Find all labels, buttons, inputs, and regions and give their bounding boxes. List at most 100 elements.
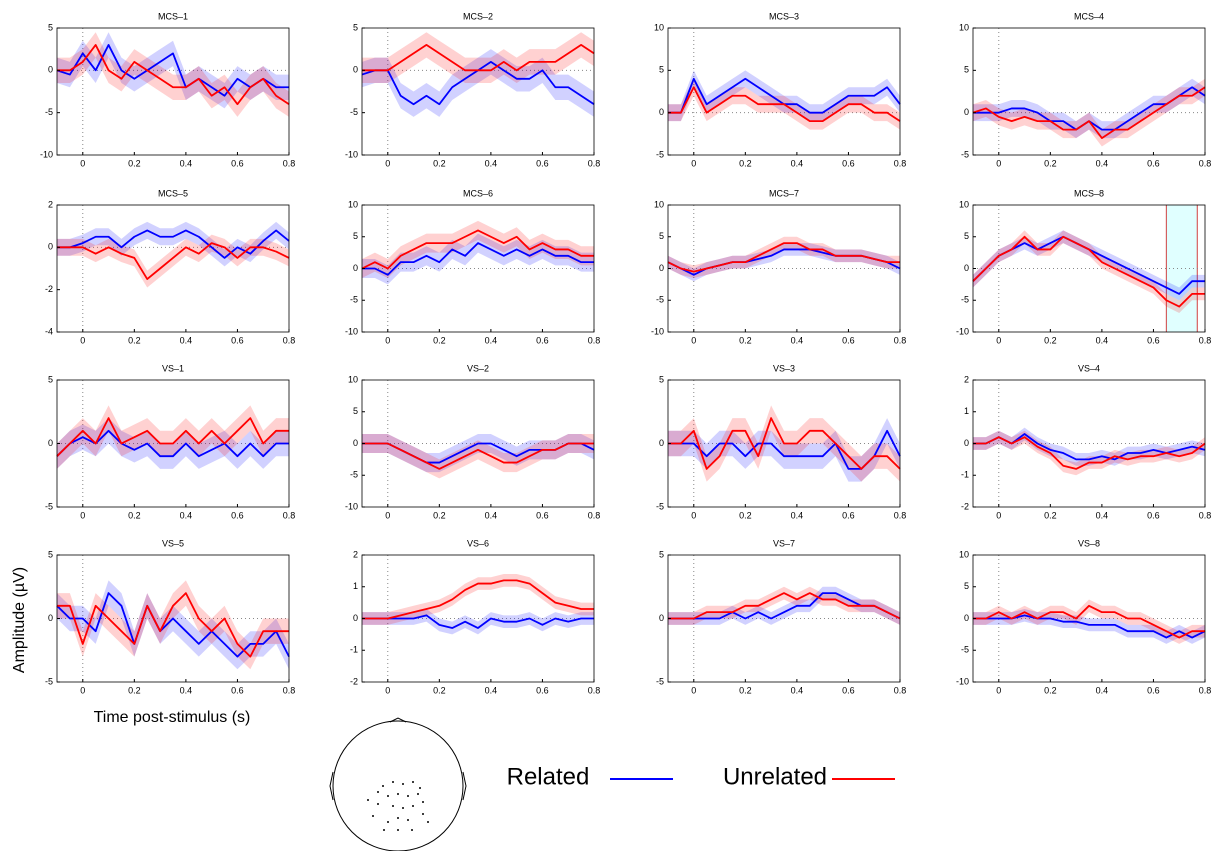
x-tick-label: 0.2: [739, 510, 752, 520]
x-tick-label: 0.2: [128, 510, 141, 520]
y-tick-label: -5: [350, 295, 358, 305]
series-line: [668, 592, 901, 620]
x-tick-label: 0: [996, 685, 1001, 695]
x-tick-label: 0.8: [894, 158, 907, 168]
x-tick-label: 0.4: [791, 158, 804, 168]
y-tick-label: -10: [345, 501, 358, 511]
series-line: [57, 242, 290, 280]
y-tick-label: 0: [353, 263, 358, 273]
x-tick-label: 0.4: [180, 158, 193, 168]
x-tick-label: 0.6: [231, 158, 244, 168]
x-tick-label: 0.4: [791, 685, 804, 695]
y-tick-label: -1: [961, 470, 969, 480]
y-tick-label: 5: [964, 231, 969, 241]
x-tick-label: 0: [691, 510, 696, 520]
axes-frame: [56, 27, 290, 156]
error-band: [973, 230, 1205, 301]
x-tick-label: 0.6: [1147, 510, 1160, 520]
head-diagram: [329, 717, 467, 851]
y-tick-label: 5: [48, 549, 53, 559]
x-tick-label: 0.2: [1044, 685, 1057, 695]
x-tick-label: 0.8: [588, 510, 601, 520]
x-tick-label: 0.6: [842, 685, 855, 695]
y-tick-label: -2: [961, 501, 969, 511]
x-tick-label: 0: [80, 335, 85, 345]
subplot: VS–8 0 0.2 0.4 0.6 0.8 -10 -5 0 5 10: [956, 538, 1211, 695]
error-band: [362, 608, 594, 635]
subplot-title: MCS–5: [158, 188, 188, 198]
y-tick-label: 10: [348, 374, 358, 384]
series-line: [973, 604, 1205, 639]
x-tick-label: 0: [996, 158, 1001, 168]
x-tick-label: 0.4: [180, 685, 193, 695]
y-tick-label: -10: [40, 149, 53, 159]
y-tick-label: 0: [659, 107, 664, 117]
subplot-title: VS–7: [773, 538, 795, 548]
y-tick-label: 5: [353, 22, 358, 32]
subplot-title: VS–5: [162, 538, 184, 548]
x-tick-label: 0.4: [180, 335, 193, 345]
x-tick-label: 0.2: [433, 158, 446, 168]
x-tick-label: 0.6: [231, 510, 244, 520]
subplot-title: MCS–3: [769, 11, 799, 21]
x-tick-label: 0.4: [180, 510, 193, 520]
series-line: [56, 592, 290, 658]
x-tick-label: 0.6: [536, 685, 549, 695]
x-tick-label: 0.8: [1199, 510, 1212, 520]
series-line: [362, 614, 594, 629]
x-tick-label: 0.6: [1147, 685, 1160, 695]
y-tick-label: 0: [48, 438, 53, 448]
y-tick-label: -10: [651, 326, 664, 336]
subplot-title: VS–8: [1078, 538, 1100, 548]
y-tick-label: 0: [964, 438, 969, 448]
y-tick-label: 1: [964, 406, 969, 416]
x-tick-label: 0.4: [791, 510, 804, 520]
y-tick-label: -5: [45, 501, 53, 511]
y-tick-label: 10: [348, 199, 358, 209]
subplot: VS–2 0 0.2 0.4 0.6 0.8 -10 -5 0 5 10: [345, 363, 600, 520]
series-line: [972, 86, 1206, 139]
series-line: [57, 229, 290, 259]
series-line: [361, 229, 594, 270]
x-tick-label: 0.2: [128, 685, 141, 695]
y-tick-label: -10: [345, 326, 358, 336]
y-tick-label: 10: [654, 199, 664, 209]
x-tick-label: 0.6: [536, 510, 549, 520]
y-tick-label: -5: [656, 501, 664, 511]
x-tick-label: 0: [691, 158, 696, 168]
x-axis-label: Time post-stimulus (s): [94, 709, 251, 726]
x-tick-label: 0.2: [433, 335, 446, 345]
x-tick-label: 0.2: [433, 685, 446, 695]
error-band: [57, 234, 289, 288]
error-band: [973, 78, 1205, 147]
subplot: VS–3 0 0.2 0.4 0.6 0.8 -5 0 5: [656, 363, 906, 520]
x-tick-label: 0.2: [739, 685, 752, 695]
subplot: MCS–7 0 0.2 0.4 0.6 0.8 -10 -5 0 5 10: [651, 188, 906, 345]
subplot-title: VS–2: [467, 363, 489, 373]
x-tick-label: 0: [996, 335, 1001, 345]
series-line: [362, 442, 594, 470]
x-tick-label: 0.8: [588, 335, 601, 345]
x-tick-label: 0.4: [485, 335, 498, 345]
x-tick-label: 0.2: [1044, 335, 1057, 345]
subplot: VS–7 0 0.2 0.4 0.6 0.8 -5 0 5: [656, 538, 906, 695]
subplot: MCS–3 0 0.2 0.4 0.6 0.8 -5 0 5 10: [654, 11, 906, 168]
x-tick-label: 0.4: [791, 335, 804, 345]
y-tick-label: 5: [659, 65, 664, 75]
x-tick-label: 0: [691, 335, 696, 345]
x-tick-label: 0.8: [283, 685, 296, 695]
x-tick-label: 0: [385, 685, 390, 695]
y-tick-label: 10: [654, 22, 664, 32]
x-tick-label: 0.8: [1199, 335, 1212, 345]
y-tick-label: -10: [956, 326, 969, 336]
series-line: [362, 242, 594, 276]
axes-frame: [972, 27, 1206, 156]
y-tick-label: 5: [659, 231, 664, 241]
x-tick-label: 0: [385, 335, 390, 345]
series-line: [973, 436, 1206, 470]
y-tick-label: 10: [959, 199, 969, 209]
y-tick-label: 5: [353, 231, 358, 241]
y-tick-label: 0: [48, 65, 53, 75]
